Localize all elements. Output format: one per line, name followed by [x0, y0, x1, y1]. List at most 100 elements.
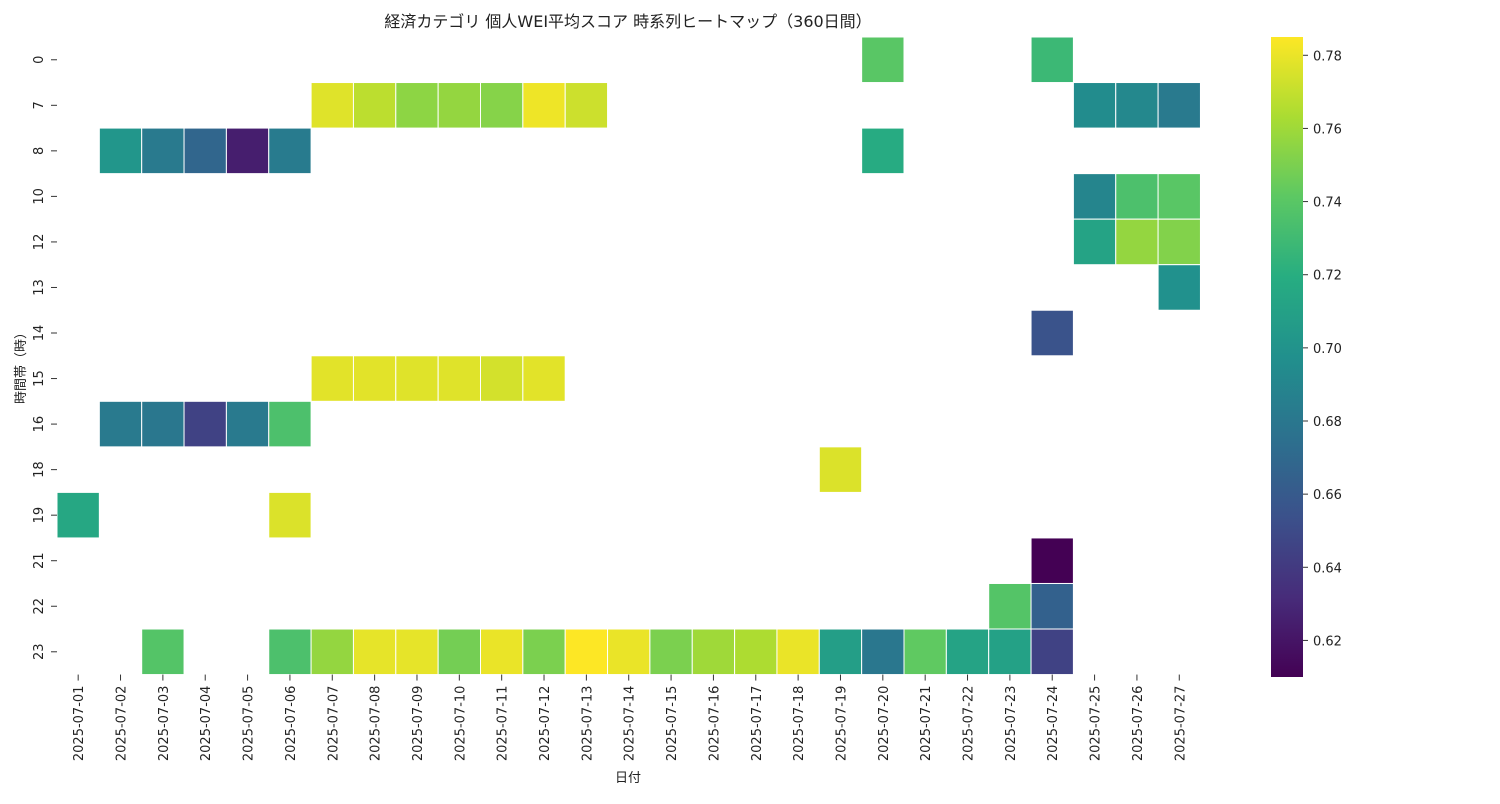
heatmap-cells	[56, 36, 1201, 676]
heatmap-cell	[437, 355, 481, 402]
x-tick-label: 2025-07-05	[242, 686, 257, 762]
heatmap-cell	[1030, 582, 1074, 630]
heatmap-cell	[395, 628, 439, 676]
y-tick-label: 0	[32, 56, 47, 64]
heatmap-cell	[480, 82, 524, 129]
heatmap-cell	[1157, 173, 1201, 220]
y-tick-label: 23	[32, 644, 47, 661]
colorbar-tick-label: 0.72	[1313, 269, 1342, 284]
heatmap-cell	[1157, 264, 1201, 311]
y-tick-label: 15	[32, 370, 47, 387]
x-tick-label: 2025-07-11	[496, 686, 511, 762]
x-tick-label: 2025-07-16	[707, 686, 722, 762]
x-tick-label: 2025-07-10	[453, 686, 468, 762]
x-tick-label: 2025-07-01	[72, 686, 87, 762]
heatmap-cell	[1157, 82, 1201, 129]
y-tick-label: 18	[32, 461, 47, 478]
heatmap-cell	[564, 82, 609, 129]
colorbar-tick-label: 0.78	[1313, 49, 1342, 64]
heatmap-cell	[522, 628, 566, 676]
y-tick-label: 14	[32, 325, 47, 342]
heatmap-cell	[1030, 628, 1074, 676]
heatmap-cell	[734, 628, 778, 676]
heatmap-cell	[268, 628, 312, 676]
heatmap-cell	[225, 127, 270, 175]
heatmap-cell	[310, 355, 354, 402]
heatmap-cell	[818, 628, 863, 676]
y-tick-label: 7	[32, 101, 47, 109]
x-tick-label: 2025-07-02	[115, 686, 130, 762]
heatmap-cell	[988, 582, 1032, 630]
y-tick-label: 19	[32, 507, 47, 524]
x-axis-title: 日付	[615, 771, 641, 786]
colorbar-tick-label: 0.70	[1313, 342, 1342, 357]
y-tick-label: 13	[32, 279, 47, 296]
heatmap-cell	[818, 446, 863, 493]
heatmap-cell	[225, 400, 270, 448]
heatmap-cell	[691, 628, 736, 676]
heatmap-cell	[310, 628, 354, 676]
x-tick-label: 2025-07-03	[157, 686, 172, 762]
heatmap-cell	[607, 628, 651, 676]
heatmap-cell	[1072, 173, 1117, 220]
y-axis-ticks: 0 7 8 10 12 13 14 15 16 18 19 21 22 23	[32, 56, 57, 660]
colorbar: 0.62 0.64 0.66 0.68 0.70 0.72 0.74 0.76 0.78	[1271, 37, 1342, 677]
heatmap-cell	[268, 400, 312, 448]
heatmap-cell	[395, 82, 439, 129]
heatmap-cell	[861, 36, 905, 84]
colorbar-tick-label: 0.68	[1313, 415, 1342, 430]
x-tick-label: 2025-07-13	[580, 686, 595, 762]
heatmap-cell	[268, 127, 312, 175]
heatmap-cell	[352, 628, 397, 676]
colorbar-gradient	[1271, 37, 1303, 677]
colorbar-tick-label: 0.74	[1313, 196, 1342, 211]
y-tick-label: 8	[32, 147, 47, 155]
heatmap-cell	[1115, 173, 1159, 220]
heatmap-cell	[352, 82, 397, 129]
colorbar-tick-label: 0.76	[1313, 122, 1342, 137]
x-tick-label: 2025-07-17	[750, 686, 765, 762]
heatmap-cell	[1072, 218, 1117, 266]
heatmap-cell	[861, 628, 905, 676]
heatmap-cell	[437, 628, 481, 676]
x-tick-label: 2025-07-09	[411, 686, 426, 762]
chart-title: 経済カテゴリ 個人WEI平均スコア 時系列ヒートマップ（360日間）	[384, 12, 871, 31]
x-tick-label: 2025-07-14	[623, 686, 638, 762]
x-tick-label: 2025-07-08	[369, 686, 384, 762]
heatmap-cell	[98, 127, 143, 175]
heatmap-cell	[480, 628, 524, 676]
heatmap-cell	[988, 628, 1032, 676]
x-tick-label: 2025-07-23	[1004, 686, 1019, 762]
x-tick-label: 2025-07-24	[1046, 686, 1061, 762]
heatmap-cell	[352, 355, 397, 402]
heatmap-cell	[141, 628, 185, 676]
colorbar-tick-label: 0.62	[1313, 634, 1342, 649]
x-tick-label: 2025-07-07	[326, 686, 341, 762]
heatmap-cell	[395, 355, 439, 402]
heatmap-cell	[183, 400, 227, 448]
heatmap-cell	[1030, 36, 1074, 84]
heatmap-cell	[310, 82, 354, 129]
x-tick-label: 2025-07-20	[877, 686, 892, 762]
colorbar-tick-label: 0.64	[1313, 561, 1342, 576]
heatmap-cell	[437, 82, 481, 129]
heatmap-cell	[141, 127, 185, 175]
x-tick-label: 2025-07-26	[1131, 686, 1146, 762]
heatmap-cell	[945, 628, 990, 676]
heatmap-cell	[861, 127, 905, 175]
y-tick-label: 21	[32, 552, 47, 569]
x-tick-label: 2025-07-25	[1089, 686, 1104, 762]
y-tick-label: 12	[32, 234, 47, 251]
heatmap-cell	[56, 491, 100, 539]
heatmap-cell	[1030, 537, 1074, 584]
y-tick-label: 22	[32, 598, 47, 615]
x-tick-label: 2025-07-21	[919, 686, 934, 762]
y-axis-title: 時間帯（時）	[14, 326, 29, 404]
heatmap-cell	[183, 127, 227, 175]
heatmap-cell	[1030, 309, 1074, 357]
x-tick-label: 2025-07-19	[834, 686, 849, 762]
x-tick-label: 2025-07-04	[199, 686, 214, 762]
heatmap-cell	[903, 628, 947, 676]
x-tick-label: 2025-07-27	[1173, 686, 1188, 762]
